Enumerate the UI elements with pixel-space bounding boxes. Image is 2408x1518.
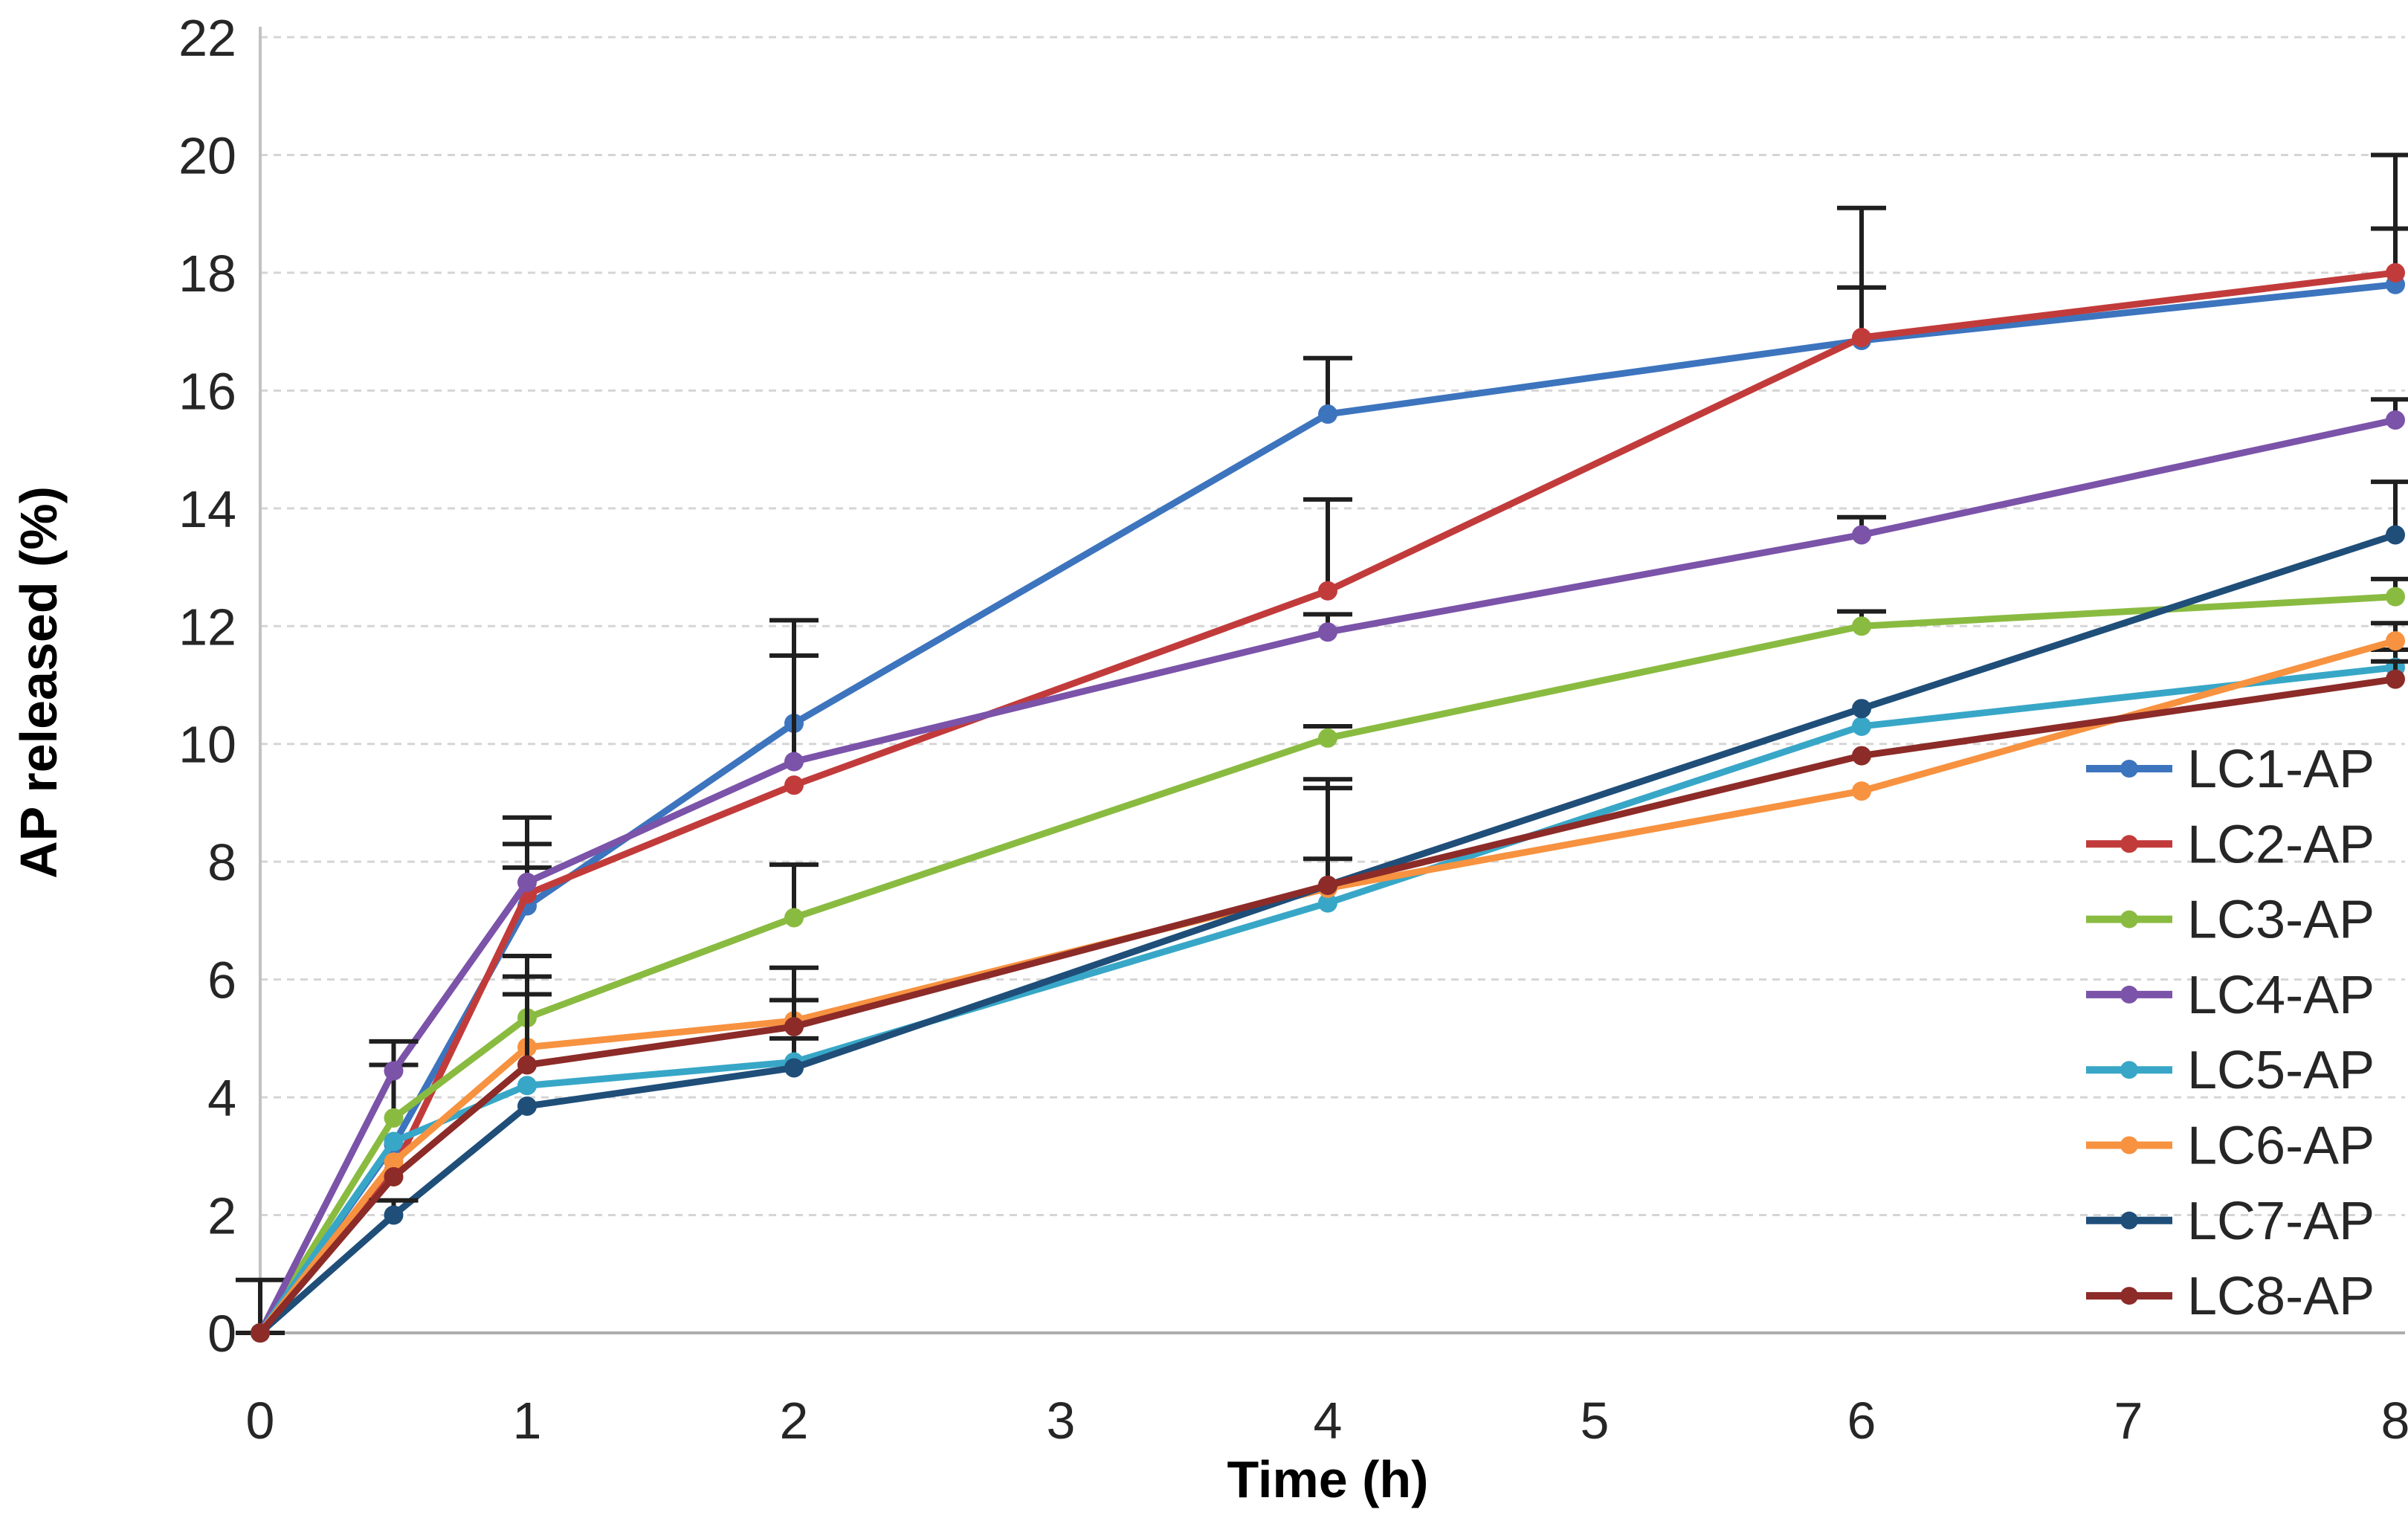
marker-LC4-AP — [1852, 525, 1871, 545]
marker-LC2-AP — [2386, 262, 2405, 282]
legend-marker-LC6-AP — [2120, 1136, 2138, 1154]
y-tick-label: 6 — [207, 952, 236, 1010]
marker-LC8-AP — [384, 1167, 404, 1187]
marker-LC4-AP — [517, 872, 537, 892]
marker-LC8-AP — [251, 1323, 270, 1343]
y-tick-label: 22 — [178, 9, 236, 67]
marker-LC8-AP — [2386, 669, 2405, 689]
marker-LC7-AP — [1852, 699, 1871, 719]
y-tick-label: 20 — [178, 126, 236, 184]
x-tick-label: 6 — [1847, 1392, 1876, 1450]
legend-label-LC3-AP: LC3-AP — [2187, 891, 2375, 950]
y-axis-title: AP released (%) — [10, 486, 68, 879]
marker-LC3-AP — [2386, 587, 2405, 607]
marker-LC2-AP — [784, 775, 804, 795]
y-tick-label: 2 — [207, 1187, 236, 1245]
legend-marker-LC8-AP — [2120, 1287, 2138, 1305]
legend-marker-LC5-AP — [2120, 1061, 2138, 1079]
marker-LC5-AP — [384, 1131, 404, 1152]
y-tick-label: 0 — [207, 1305, 236, 1363]
marker-LC7-AP — [384, 1205, 404, 1225]
marker-LC8-AP — [1852, 746, 1871, 766]
marker-LC3-AP — [1852, 616, 1871, 636]
marker-LC4-AP — [784, 752, 804, 772]
marker-LC3-AP — [784, 908, 804, 928]
marker-LC7-AP — [2386, 525, 2405, 545]
x-tick-label: 2 — [780, 1392, 809, 1450]
marker-LC2-AP — [1852, 328, 1871, 348]
marker-LC7-AP — [784, 1058, 804, 1078]
marker-LC6-AP — [384, 1152, 404, 1172]
legend-marker-LC1-AP — [2120, 760, 2138, 778]
marker-LC2-AP — [1318, 581, 1337, 601]
marker-LC4-AP — [1318, 622, 1337, 642]
legend-label-LC8-AP: LC8-AP — [2187, 1267, 2375, 1326]
marker-LC7-AP — [517, 1096, 537, 1116]
marker-LC8-AP — [1318, 875, 1337, 895]
legend-label-LC6-AP: LC6-AP — [2187, 1117, 2375, 1176]
legend-marker-LC3-AP — [2120, 910, 2138, 928]
y-tick-label: 16 — [178, 362, 236, 420]
marker-LC4-AP — [2386, 410, 2405, 430]
x-tick-label: 3 — [1047, 1392, 1076, 1450]
x-tick-label: 0 — [246, 1392, 275, 1450]
y-tick-label: 14 — [178, 480, 236, 538]
marker-LC3-AP — [384, 1108, 404, 1128]
marker-LC5-AP — [1852, 716, 1871, 736]
legend-marker-LC7-AP — [2120, 1211, 2138, 1230]
x-tick-label: 5 — [1581, 1392, 1610, 1450]
legend-marker-LC4-AP — [2120, 985, 2138, 1004]
marker-LC6-AP — [1852, 781, 1871, 801]
marker-LC1-AP — [1318, 404, 1337, 424]
legend-label-LC5-AP: LC5-AP — [2187, 1041, 2375, 1100]
y-tick-label: 18 — [178, 245, 236, 303]
y-tick-label: 12 — [178, 598, 236, 656]
x-tick-label: 7 — [2114, 1392, 2143, 1450]
legend-label-LC7-AP: LC7-AP — [2187, 1192, 2375, 1251]
marker-LC5-AP — [1318, 893, 1337, 913]
marker-LC8-AP — [517, 1055, 537, 1075]
series-line-LC7-AP — [256, 531, 2399, 1337]
x-tick-label: 1 — [513, 1392, 542, 1450]
legend-marker-LC2-AP — [2120, 835, 2138, 853]
marker-LC5-AP — [517, 1076, 537, 1096]
legend-label-LC1-AP: LC1-AP — [2187, 740, 2375, 799]
x-tick-label: 8 — [2381, 1392, 2408, 1450]
series-line-LC3-AP — [256, 593, 2399, 1337]
marker-LC6-AP — [2386, 631, 2405, 651]
legend-label-LC4-AP: LC4-AP — [2187, 966, 2375, 1025]
y-tick-label: 8 — [207, 833, 236, 891]
x-tick-label: 4 — [1314, 1392, 1343, 1450]
marker-LC3-AP — [1318, 728, 1337, 748]
marker-LC8-AP — [784, 1017, 804, 1037]
y-tick-label: 4 — [207, 1069, 236, 1127]
legend-label-LC2-AP: LC2-AP — [2187, 815, 2375, 874]
y-tick-label: 10 — [178, 716, 236, 774]
marker-LC4-AP — [384, 1061, 404, 1081]
x-axis-title: Time (h) — [1227, 1450, 1429, 1508]
